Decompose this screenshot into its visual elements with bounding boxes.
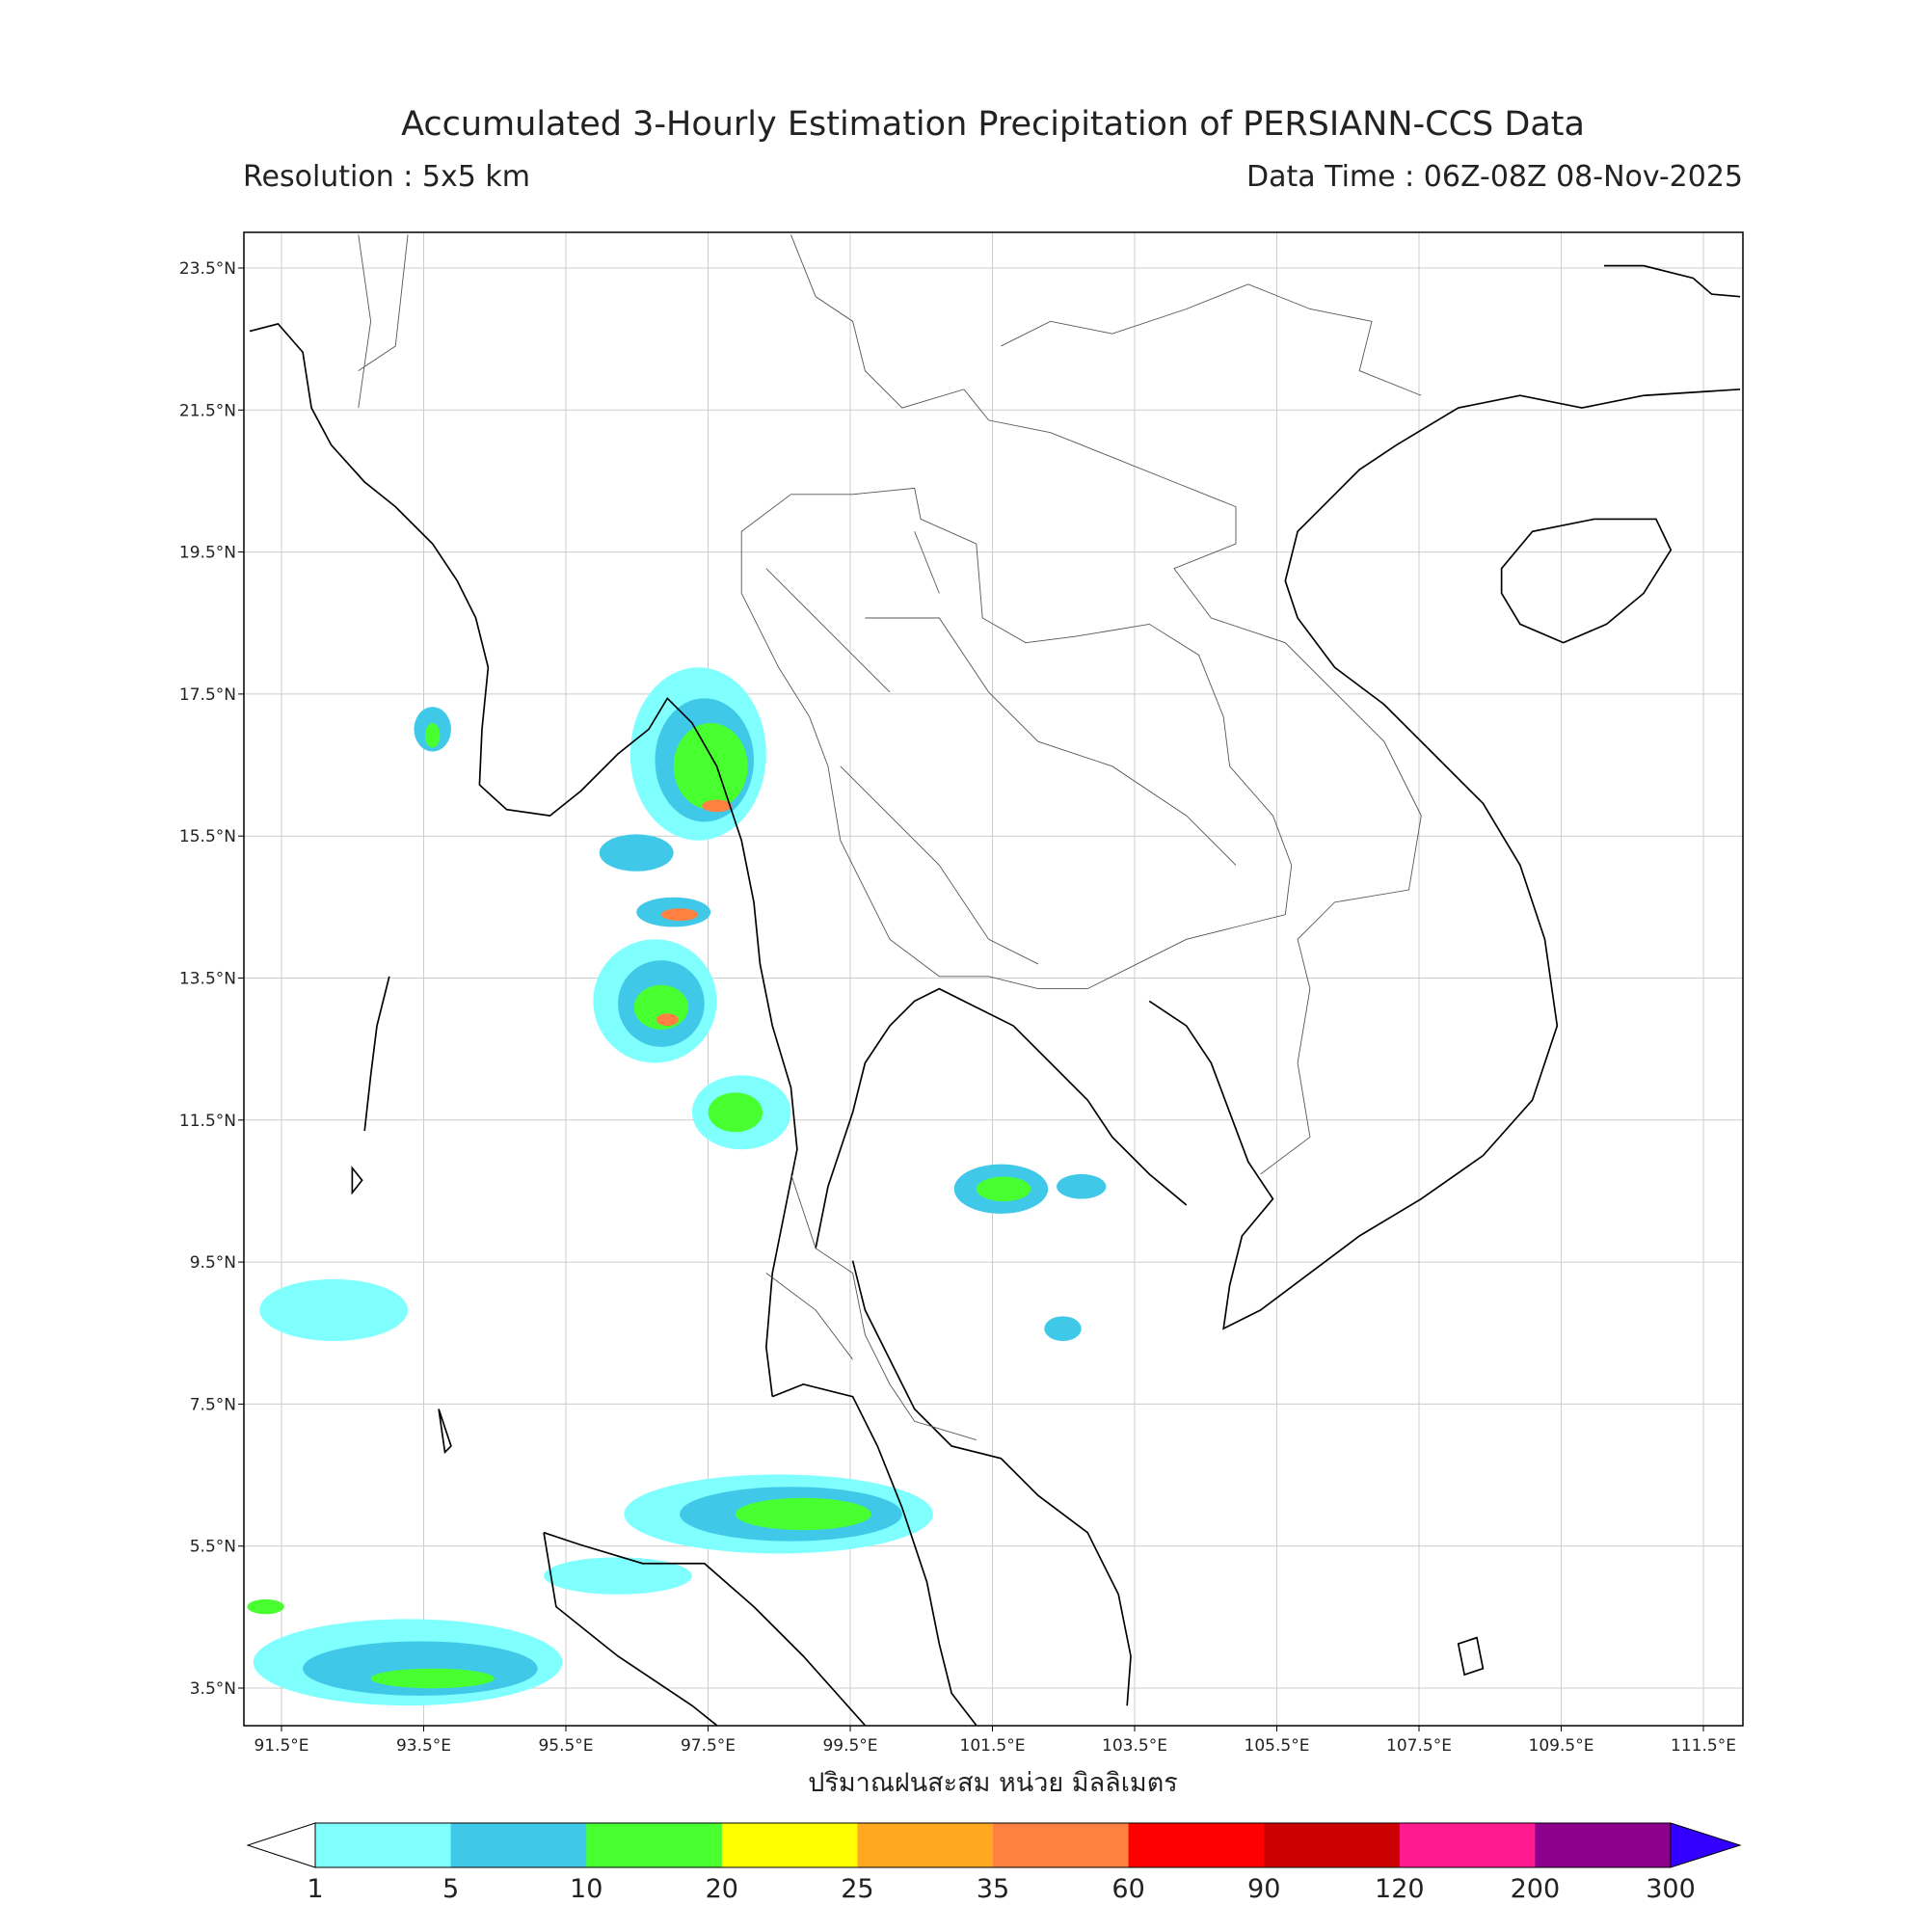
lat-tick-label: 7.5°N — [190, 1395, 236, 1414]
colorbar-segment — [1128, 1823, 1265, 1867]
lon-tick-label: 107.5°E — [1386, 1736, 1452, 1756]
coastline — [351, 976, 1485, 1677]
lat-tick-label: 19.5°N — [179, 544, 236, 563]
colorbar: 1 5 10 20 25 35 60 90 120 200 300 — [246, 1822, 1742, 1904]
ticks: 23.5°N 21.5°N 19.5°N 17.5°N 15.5°N 13.5°N 11.5… — [179, 259, 1736, 1756]
colorbar-segment — [721, 1823, 858, 1867]
colorbar-label: 60 — [1111, 1874, 1144, 1904]
title: Accumulated 3-Hourly Estimation Precipit… — [401, 105, 1585, 144]
lon-tick-label: 97.5°E — [681, 1736, 736, 1756]
lon-tick-label: 95.5°E — [538, 1736, 593, 1756]
lat-tick-label: 11.5°N — [179, 1112, 236, 1131]
map-frame — [243, 231, 1744, 1727]
lat-tick-label: 3.5°N — [190, 1679, 236, 1699]
colorbar-label: 300 — [1646, 1874, 1696, 1904]
colorbar-label: 5 — [442, 1874, 459, 1904]
lat-tick-label: 21.5°N — [179, 401, 236, 420]
colorbar-outline — [314, 1822, 1672, 1868]
colorbar-label: 20 — [706, 1874, 738, 1904]
border — [358, 234, 1422, 1175]
data-time: Data Time : 06Z-08Z 08-Nov-2025 — [1246, 160, 1743, 194]
lat-tick-label: 23.5°N — [179, 259, 236, 279]
colorbar-segment — [1399, 1823, 1536, 1867]
colorbar-label: 200 — [1511, 1874, 1561, 1904]
colorbar-segment — [315, 1823, 452, 1867]
lon-tick-label: 101.5°E — [960, 1736, 1026, 1756]
colorbar-under — [246, 1822, 316, 1868]
lon-tick-label: 103.5°E — [1102, 1736, 1167, 1756]
lon-tick-label: 109.5°E — [1529, 1736, 1594, 1756]
lat-tick-label: 15.5°N — [179, 827, 236, 846]
lon-tick-label: 93.5°E — [396, 1736, 451, 1756]
map: 23.5°N 21.5°N 19.5°N 17.5°N 15.5°N 13.5°N 11.5… — [179, 231, 1744, 1756]
colorbar-label: 120 — [1375, 1874, 1425, 1904]
colorbar-segment — [1535, 1823, 1672, 1867]
colorbar-label: 25 — [841, 1874, 873, 1904]
lon-tick-label: 105.5°E — [1245, 1736, 1310, 1756]
lon-tick-label: 111.5°E — [1671, 1736, 1736, 1756]
colorbar-label: 1 — [307, 1874, 323, 1904]
coastline — [815, 987, 1188, 1706]
border — [765, 531, 1237, 1440]
axis-label: ปริมาณฝนสะสม หน่วย มิลลิเมตร — [808, 1768, 1178, 1798]
coastline — [1604, 264, 1741, 298]
colorbar-segment — [857, 1823, 994, 1867]
lat-tick-label: 17.5°N — [179, 685, 236, 705]
resolution: Resolution : 5x5 km — [243, 160, 530, 194]
map-features — [247, 234, 1741, 1727]
map-background — [244, 232, 1743, 1726]
colorbar-segment — [450, 1823, 587, 1867]
rain — [247, 667, 1107, 1706]
colorbar-label: 10 — [570, 1874, 602, 1904]
colorbar-label: 90 — [1247, 1874, 1280, 1904]
lon-tick-label: 99.5°E — [822, 1736, 877, 1756]
coastline — [1148, 388, 1741, 1330]
lat-tick-label: 5.5°N — [190, 1538, 236, 1557]
coastline — [1500, 518, 1673, 644]
colorbar-segment — [1264, 1823, 1401, 1867]
border — [740, 487, 1293, 990]
lat-tick-label: 13.5°N — [179, 970, 236, 989]
colorbar-segment — [586, 1823, 723, 1867]
coastline — [771, 1382, 977, 1727]
colorbar-label: 35 — [977, 1874, 1009, 1904]
lon-tick-label: 91.5°E — [254, 1736, 308, 1756]
lat-tick-label: 9.5°N — [190, 1253, 236, 1273]
colorbar-segment — [993, 1823, 1130, 1867]
colorbar-over — [1670, 1822, 1742, 1868]
coastline — [249, 322, 798, 1397]
coastline — [543, 1531, 867, 1727]
